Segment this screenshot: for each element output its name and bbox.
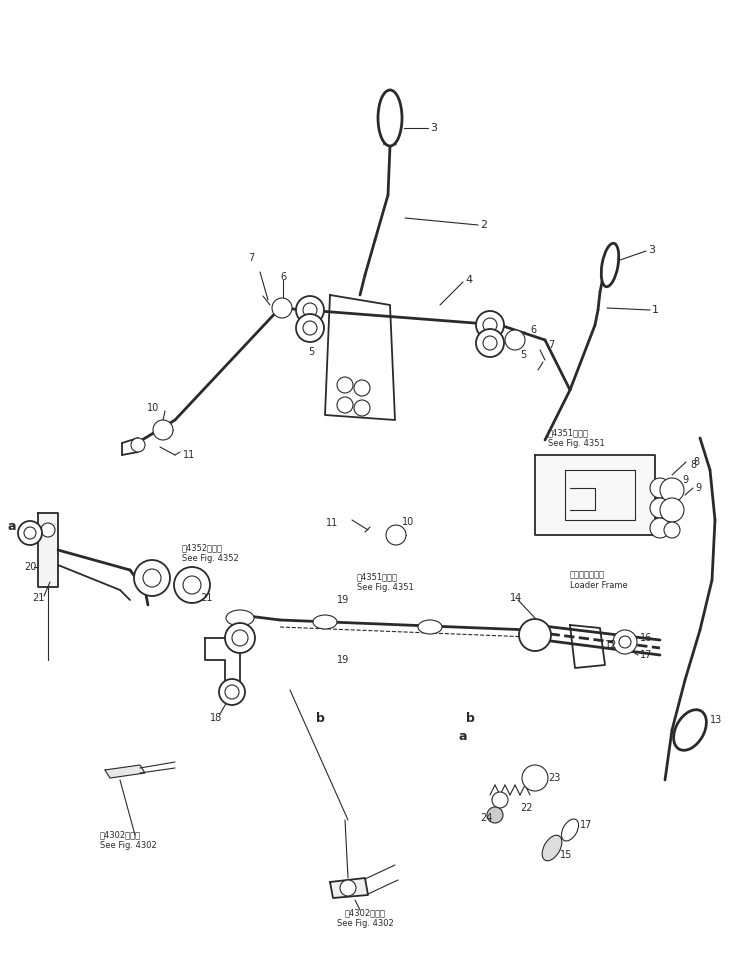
- Circle shape: [619, 636, 631, 648]
- Circle shape: [660, 498, 684, 522]
- Text: a: a: [8, 520, 16, 532]
- Circle shape: [232, 630, 248, 646]
- Circle shape: [650, 498, 670, 518]
- Text: b: b: [466, 712, 474, 724]
- Circle shape: [483, 336, 497, 350]
- Circle shape: [18, 521, 42, 545]
- Ellipse shape: [418, 620, 442, 634]
- Circle shape: [492, 792, 508, 808]
- Text: 18: 18: [210, 713, 222, 723]
- Text: a: a: [458, 731, 467, 743]
- Text: 6: 6: [280, 272, 286, 282]
- Text: 16: 16: [640, 633, 652, 643]
- Ellipse shape: [542, 835, 562, 861]
- Text: 7: 7: [548, 340, 554, 350]
- Ellipse shape: [378, 90, 402, 146]
- Text: 17: 17: [580, 820, 592, 830]
- Circle shape: [174, 567, 210, 603]
- Text: 10: 10: [402, 517, 414, 527]
- Circle shape: [134, 560, 170, 596]
- Text: b: b: [315, 712, 324, 724]
- Circle shape: [340, 880, 356, 896]
- Text: 20: 20: [24, 562, 36, 572]
- Text: 第4302図参照
See Fig. 4302: 第4302図参照 See Fig. 4302: [100, 830, 157, 850]
- Circle shape: [337, 377, 353, 393]
- Text: 3: 3: [430, 123, 437, 133]
- Text: 21: 21: [32, 593, 45, 603]
- Circle shape: [296, 296, 324, 324]
- Circle shape: [522, 765, 548, 791]
- Circle shape: [505, 330, 525, 350]
- Ellipse shape: [521, 624, 549, 640]
- Text: 13: 13: [710, 715, 722, 725]
- Circle shape: [487, 807, 503, 823]
- Circle shape: [664, 522, 680, 538]
- Circle shape: [303, 321, 317, 335]
- Circle shape: [337, 397, 353, 413]
- Text: 第4351図参照
See Fig. 4351: 第4351図参照 See Fig. 4351: [357, 573, 414, 592]
- Text: 第4302図参照
See Fig. 4302: 第4302図参照 See Fig. 4302: [337, 908, 393, 927]
- Circle shape: [153, 420, 173, 440]
- Circle shape: [483, 318, 497, 332]
- Text: 19: 19: [337, 595, 349, 605]
- Circle shape: [272, 298, 292, 318]
- Text: ロータフレーム
Loader Frame: ロータフレーム Loader Frame: [570, 571, 628, 590]
- Text: 9: 9: [695, 483, 701, 493]
- Circle shape: [613, 630, 637, 654]
- Circle shape: [41, 523, 55, 537]
- Text: 9: 9: [682, 475, 688, 485]
- Circle shape: [650, 478, 670, 498]
- Text: 第4352図参照
See Fig. 4352: 第4352図参照 See Fig. 4352: [182, 544, 239, 563]
- Circle shape: [650, 518, 670, 538]
- Text: 21: 21: [200, 593, 212, 603]
- Polygon shape: [38, 513, 58, 587]
- Text: 4: 4: [465, 275, 472, 285]
- Circle shape: [225, 685, 239, 699]
- Text: 10: 10: [147, 403, 159, 413]
- Text: 第4351図参照
See Fig. 4351: 第4351図参照 See Fig. 4351: [548, 429, 604, 448]
- Circle shape: [296, 314, 324, 342]
- Circle shape: [386, 525, 406, 545]
- Ellipse shape: [313, 615, 337, 629]
- Text: 11: 11: [326, 518, 338, 528]
- Text: 2: 2: [480, 220, 487, 230]
- Text: 5: 5: [308, 347, 314, 357]
- Circle shape: [143, 569, 161, 587]
- Circle shape: [183, 576, 201, 594]
- Text: 17: 17: [640, 650, 653, 660]
- Text: 1: 1: [652, 305, 659, 315]
- Circle shape: [303, 303, 317, 317]
- Ellipse shape: [226, 610, 254, 626]
- Polygon shape: [535, 455, 655, 535]
- Text: 12: 12: [605, 640, 618, 650]
- Text: 15: 15: [560, 850, 572, 860]
- Text: 7: 7: [248, 253, 254, 263]
- Polygon shape: [105, 765, 145, 778]
- Polygon shape: [330, 878, 368, 898]
- Ellipse shape: [561, 819, 579, 841]
- Circle shape: [660, 478, 684, 502]
- Text: 14: 14: [510, 593, 522, 603]
- Circle shape: [476, 329, 504, 357]
- Circle shape: [131, 438, 145, 452]
- Text: 6: 6: [530, 325, 536, 335]
- Circle shape: [24, 527, 36, 539]
- Text: 8: 8: [690, 460, 696, 470]
- Text: 8: 8: [693, 457, 699, 467]
- Circle shape: [354, 380, 370, 396]
- Circle shape: [476, 311, 504, 339]
- Ellipse shape: [602, 244, 619, 287]
- Text: 19: 19: [337, 655, 349, 665]
- Text: 5: 5: [520, 350, 526, 360]
- Text: 24: 24: [480, 813, 492, 823]
- Text: 23: 23: [548, 773, 561, 783]
- Circle shape: [519, 619, 551, 651]
- Circle shape: [219, 679, 245, 705]
- Circle shape: [354, 400, 370, 416]
- Text: 11: 11: [183, 450, 195, 460]
- Text: 22: 22: [520, 803, 532, 813]
- Circle shape: [225, 623, 255, 653]
- Ellipse shape: [674, 710, 707, 750]
- Text: 3: 3: [648, 245, 655, 255]
